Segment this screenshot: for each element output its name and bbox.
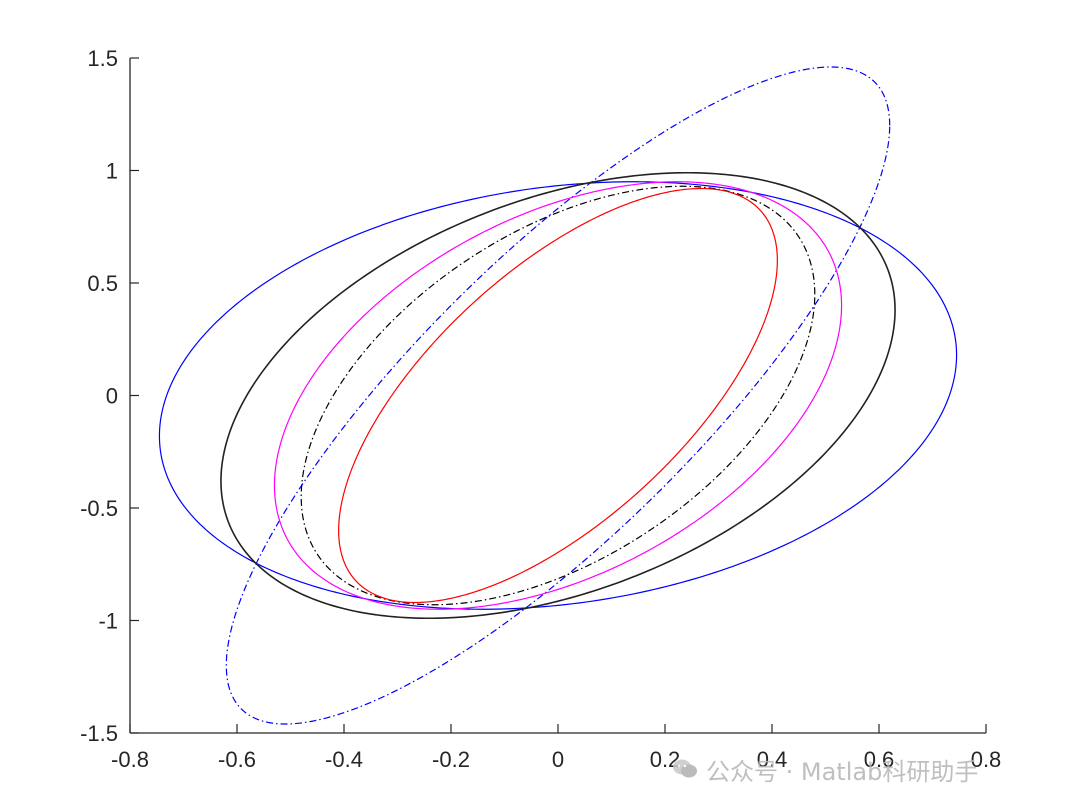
x-tick-label: 0.6 xyxy=(864,747,895,772)
watermark-text: 公众号 · Matlab科研助手 xyxy=(706,757,979,786)
x-tick-label: 0.8 xyxy=(971,747,1002,772)
y-tick-label: 0 xyxy=(106,384,118,409)
x-tick-label: -0.2 xyxy=(432,747,470,772)
x-tick-label: 0.4 xyxy=(757,747,788,772)
ellipse-series-2 xyxy=(225,66,891,725)
x-tick-label: 0 xyxy=(552,747,564,772)
y-tick-label: 0.5 xyxy=(87,271,118,296)
watermark: 公众号 · Matlab科研助手 xyxy=(672,752,978,786)
ellipse-series-5 xyxy=(300,185,816,606)
ellipse-series-4 xyxy=(273,181,843,610)
wechat-icon xyxy=(673,759,697,778)
x-tick-label: -0.4 xyxy=(325,747,363,772)
x-tick-label: -0.6 xyxy=(218,747,256,772)
curves-layer xyxy=(158,66,958,725)
ellipse-series-1 xyxy=(158,181,958,610)
y-tick-label: -1.5 xyxy=(80,721,118,746)
ellipse-series-6 xyxy=(338,187,778,604)
y-tick-label: -1 xyxy=(98,609,118,634)
x-tick-label: -0.8 xyxy=(111,747,149,772)
y-tick-label: -0.5 xyxy=(80,496,118,521)
ellipse-series-3 xyxy=(220,171,896,620)
axes-layer: -0.8 -0.6 -0.4 -0.2 0 0.2 0.4 0.6 0.8-1.5-1-0.50… xyxy=(80,46,1001,772)
y-tick-label: 1.5 xyxy=(87,46,118,71)
y-tick-label: 1 xyxy=(106,159,118,184)
